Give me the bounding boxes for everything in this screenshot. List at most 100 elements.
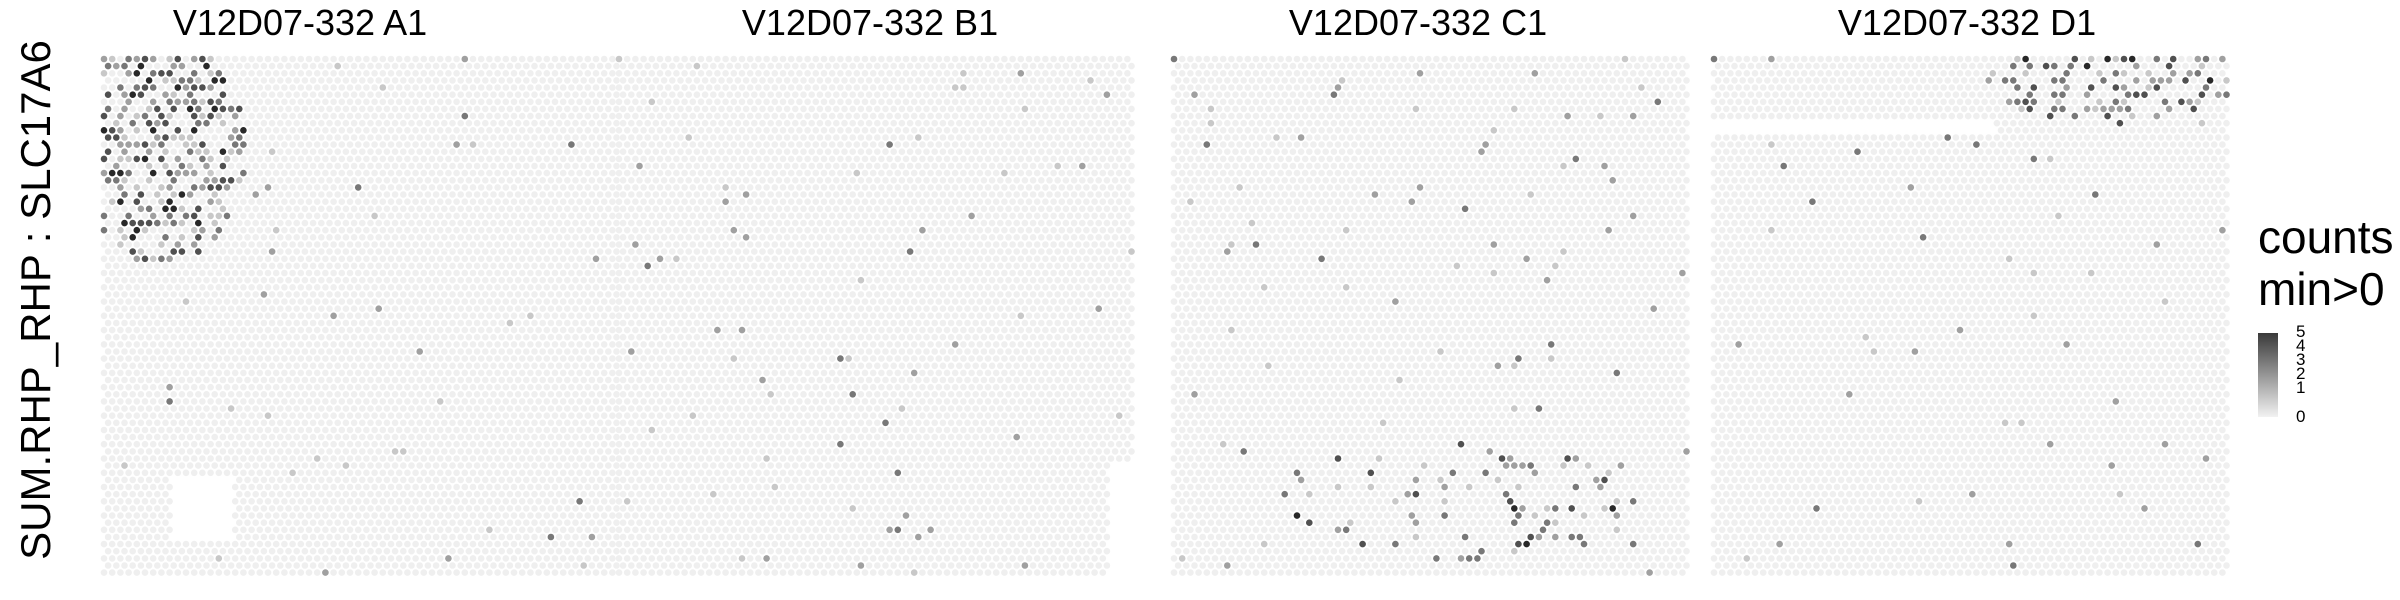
background-spot — [514, 177, 522, 184]
background-spot — [195, 547, 202, 555]
background-spot — [1079, 91, 1086, 98]
background-spot — [334, 234, 341, 241]
background-spot — [252, 148, 259, 155]
background-spot — [428, 226, 436, 234]
background-spot — [346, 526, 354, 534]
background-spot — [428, 198, 436, 205]
background-spot — [281, 312, 288, 320]
background-spot — [584, 412, 592, 420]
background-spot — [326, 533, 333, 541]
background-spot — [1062, 91, 1070, 98]
background-spot — [391, 405, 399, 412]
background-spot — [648, 70, 656, 77]
background-spot — [182, 312, 190, 320]
background-spot — [236, 162, 243, 170]
expressing-spot — [129, 248, 136, 255]
background-spot — [289, 84, 296, 91]
background-spot — [215, 312, 223, 320]
background-spot — [256, 184, 264, 191]
background-spot — [576, 298, 583, 305]
background-spot — [367, 533, 374, 541]
background-spot — [391, 376, 399, 384]
background-spot — [231, 483, 239, 491]
background-spot — [531, 119, 538, 127]
background-spot — [681, 55, 688, 63]
background-spot — [236, 234, 243, 241]
expressing-spot — [186, 162, 194, 170]
background-spot — [236, 433, 243, 441]
background-spot — [568, 112, 575, 120]
background-spot — [293, 391, 300, 398]
background-spot — [453, 84, 460, 91]
expressing-spot — [117, 141, 124, 148]
background-spot — [391, 119, 399, 127]
background-spot — [436, 569, 444, 576]
background-spot — [108, 184, 116, 191]
background-spot — [231, 555, 239, 562]
background-spot — [375, 105, 383, 113]
expressing-spot — [125, 141, 132, 148]
background-spot — [264, 70, 272, 77]
background-spot — [318, 119, 325, 127]
background-spot — [527, 355, 534, 362]
background-spot — [207, 255, 214, 263]
background-spot — [705, 84, 713, 91]
background-spot — [404, 226, 411, 234]
background-spot — [510, 455, 518, 462]
background-spot — [453, 412, 460, 420]
background-spot — [408, 119, 415, 127]
background-spot — [195, 177, 202, 184]
background-spot — [215, 341, 223, 348]
background-spot — [149, 483, 157, 491]
background-spot — [576, 341, 583, 348]
background-spot — [166, 455, 173, 462]
background-spot — [289, 555, 296, 562]
expressing-spot — [236, 148, 243, 155]
background-spot — [346, 198, 354, 205]
background-spot — [166, 369, 173, 377]
background-spot — [486, 70, 493, 77]
background-spot — [236, 505, 243, 512]
background-spot — [260, 348, 268, 355]
background-spot — [260, 91, 268, 98]
background-spot — [1091, 70, 1098, 77]
background-spot — [576, 84, 583, 91]
background-spot — [502, 383, 510, 391]
background-spot — [178, 333, 186, 341]
background-spot — [734, 91, 742, 98]
background-spot — [469, 70, 477, 77]
background-spot — [404, 455, 411, 462]
background-spot — [882, 62, 889, 70]
background-spot — [318, 362, 325, 370]
background-spot — [182, 383, 190, 391]
background-spot — [297, 326, 305, 334]
background-spot — [334, 376, 341, 384]
background-spot — [551, 412, 559, 420]
background-spot — [477, 198, 485, 205]
background-spot — [596, 219, 604, 227]
panel-title-d1: V12D07-332 D1 — [1837, 2, 2097, 43]
background-spot — [330, 412, 337, 420]
background-spot — [514, 391, 522, 398]
background-spot — [281, 569, 288, 576]
background-spot — [195, 305, 202, 312]
background-spot — [395, 198, 403, 205]
background-spot — [301, 248, 309, 255]
background-spot — [477, 440, 485, 448]
background-spot — [354, 284, 362, 291]
background-spot — [424, 376, 432, 384]
background-spot — [223, 255, 231, 263]
expressing-spot — [190, 169, 198, 177]
background-spot — [514, 119, 522, 127]
expressing-spot — [190, 112, 198, 120]
background-spot — [322, 312, 329, 320]
background-spot — [354, 512, 362, 519]
background-spot — [190, 426, 198, 434]
background-spot — [322, 141, 329, 148]
background-spot — [285, 148, 292, 155]
background-spot — [297, 269, 305, 277]
background-spot — [383, 291, 391, 298]
background-spot — [391, 291, 399, 298]
background-spot — [498, 519, 506, 526]
background-spot — [428, 141, 436, 148]
